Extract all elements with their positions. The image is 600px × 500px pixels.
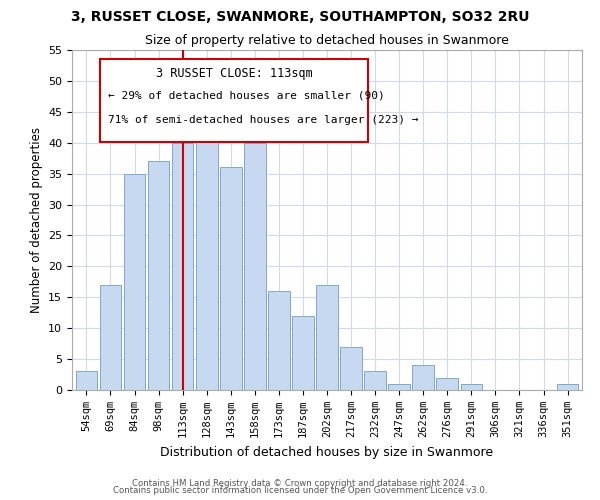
Text: 71% of semi-detached houses are larger (223) →: 71% of semi-detached houses are larger (… — [108, 114, 418, 124]
Bar — [364, 372, 386, 390]
Bar — [557, 384, 578, 390]
Bar — [124, 174, 145, 390]
Text: Contains public sector information licensed under the Open Government Licence v3: Contains public sector information licen… — [113, 486, 487, 495]
Bar — [100, 285, 121, 390]
X-axis label: Distribution of detached houses by size in Swanmore: Distribution of detached houses by size … — [160, 446, 494, 458]
FancyBboxPatch shape — [100, 58, 368, 142]
Bar — [461, 384, 482, 390]
Bar — [436, 378, 458, 390]
Text: ← 29% of detached houses are smaller (90): ← 29% of detached houses are smaller (90… — [108, 91, 385, 101]
Bar — [412, 366, 434, 390]
Bar — [340, 346, 362, 390]
Bar — [316, 285, 338, 390]
Bar — [292, 316, 314, 390]
Y-axis label: Number of detached properties: Number of detached properties — [29, 127, 43, 313]
Text: Contains HM Land Registry data © Crown copyright and database right 2024.: Contains HM Land Registry data © Crown c… — [132, 478, 468, 488]
Text: 3 RUSSET CLOSE: 113sqm: 3 RUSSET CLOSE: 113sqm — [155, 67, 313, 80]
Bar — [172, 142, 193, 390]
Bar — [268, 291, 290, 390]
Bar — [148, 162, 169, 390]
Bar — [388, 384, 410, 390]
Bar — [220, 168, 242, 390]
Bar — [244, 142, 266, 390]
Title: Size of property relative to detached houses in Swanmore: Size of property relative to detached ho… — [145, 34, 509, 48]
Bar — [196, 124, 218, 390]
Bar — [76, 372, 97, 390]
Text: 3, RUSSET CLOSE, SWANMORE, SOUTHAMPTON, SO32 2RU: 3, RUSSET CLOSE, SWANMORE, SOUTHAMPTON, … — [71, 10, 529, 24]
